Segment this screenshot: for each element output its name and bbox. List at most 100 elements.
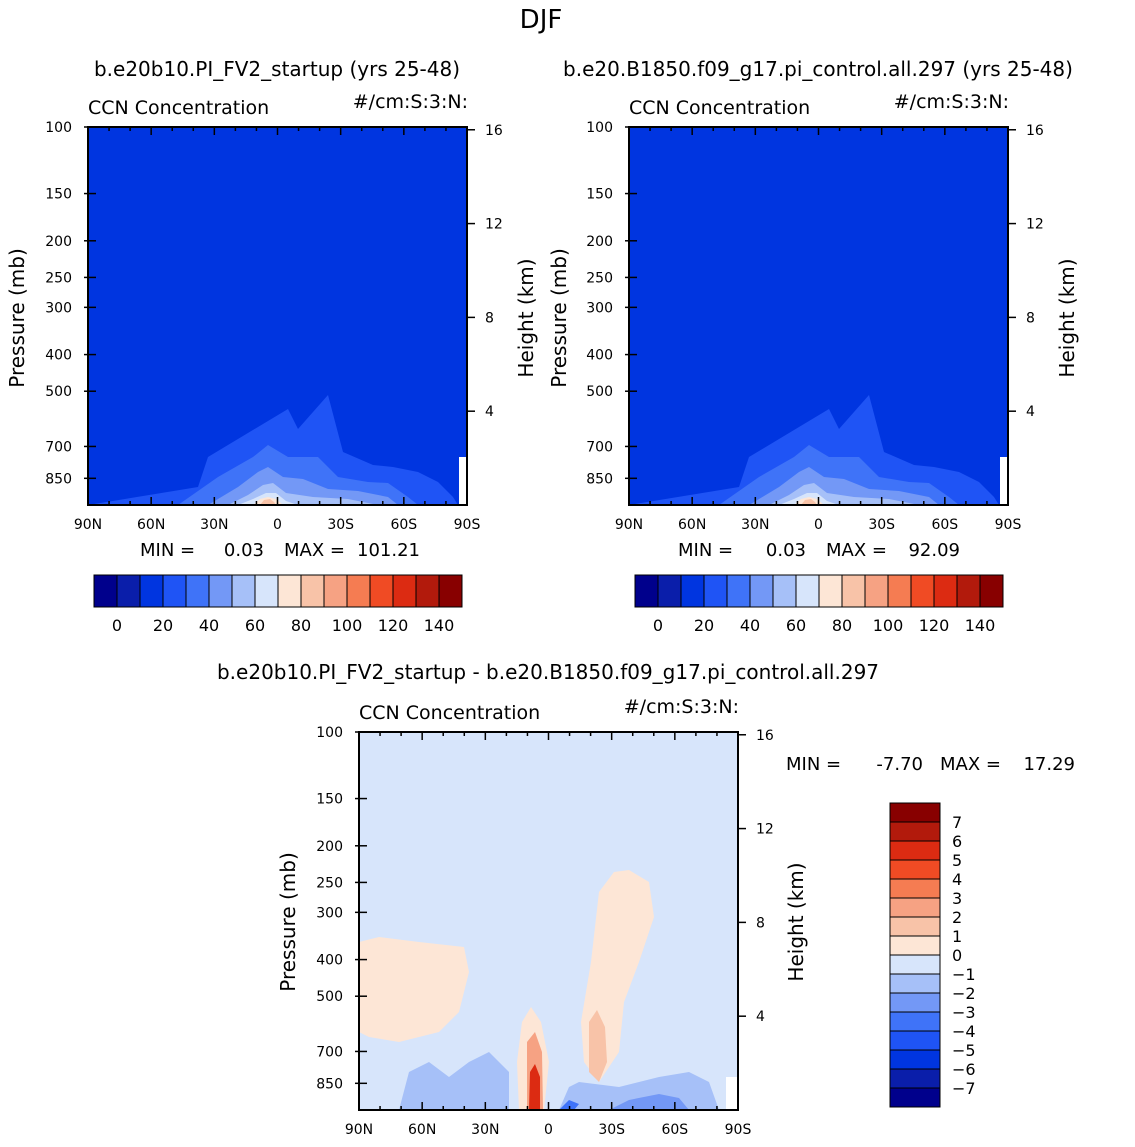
right-colorbar-label-140: 140 bbox=[965, 616, 996, 635]
left-max-value: 101.21 bbox=[357, 540, 420, 561]
diff-colorbar-label-11: −4 bbox=[952, 1022, 976, 1041]
left-colorbar-swatch-0 bbox=[93, 574, 118, 608]
right-xtick-60N: 60N bbox=[678, 517, 706, 533]
left-colorbar-swatch-3 bbox=[162, 574, 187, 608]
diff-units-label: #/cm:S:3:N: bbox=[624, 696, 739, 718]
right-colorbar-swatch-11 bbox=[887, 574, 912, 608]
diff-max-label: MAX = bbox=[940, 754, 1001, 775]
left-colorbar-label-120: 120 bbox=[378, 616, 409, 635]
diff-x-tick-labels: 90N 60N 30N 0 30S 60S 90S bbox=[345, 1122, 752, 1138]
left-colorbar-label-40: 40 bbox=[199, 616, 219, 635]
right-colorbar-swatch-8 bbox=[818, 574, 843, 608]
diff-min-label: MIN = bbox=[786, 754, 841, 775]
right-ytick-200: 200 bbox=[586, 234, 613, 250]
diff-colorbar-swatch-12 bbox=[889, 1030, 941, 1051]
diff-y2-tick-labels: 16 12 8 4 bbox=[756, 728, 774, 1025]
left-xtick-0: 0 bbox=[273, 517, 282, 533]
diff-var-label: CCN Concentration bbox=[359, 702, 540, 724]
diff-ytick-200: 200 bbox=[316, 839, 343, 855]
diff-colorbar-label-7: 0 bbox=[952, 946, 962, 965]
diff-colorbar-label-5: 2 bbox=[952, 908, 962, 927]
diff-colorbar-label-4: 3 bbox=[952, 889, 962, 908]
left-colorbar-swatch-2 bbox=[139, 574, 164, 608]
diff-colorbar-label-13: −6 bbox=[952, 1060, 976, 1079]
diff-ytick-300: 300 bbox=[316, 905, 343, 921]
left-y2tick-12: 12 bbox=[485, 217, 503, 233]
right-colorbar-swatch-3 bbox=[703, 574, 728, 608]
right-xtick-60S: 60S bbox=[931, 517, 958, 533]
diff-y2tick-4: 4 bbox=[756, 1009, 765, 1025]
diff-field-background bbox=[359, 732, 738, 1110]
right-y2-tick-labels: 16 12 8 4 bbox=[1026, 123, 1044, 420]
left-xtick-30S: 30S bbox=[327, 517, 354, 533]
left-colorbar-label-60: 60 bbox=[245, 616, 265, 635]
right-tick-marks bbox=[625, 126, 1016, 505]
left-units-label: #/cm:S:3:N: bbox=[353, 91, 468, 113]
right-colorbar-swatch-1 bbox=[657, 574, 682, 608]
left-colorbar-swatch-13 bbox=[392, 574, 417, 608]
left-plot-field bbox=[88, 127, 467, 505]
right-colorbar-swatch-15 bbox=[979, 574, 1004, 608]
left-xtick-90S: 90S bbox=[454, 517, 481, 533]
diff-xtick-60S: 60S bbox=[661, 1122, 688, 1138]
diff-xtick-30N: 30N bbox=[471, 1122, 499, 1138]
left-colorbar-label-80: 80 bbox=[291, 616, 311, 635]
right-max-value: 92.09 bbox=[908, 540, 960, 561]
right-colorbar-swatch-6 bbox=[772, 574, 797, 608]
diff-contour-band-2 bbox=[589, 1010, 607, 1082]
left-xtick-60S: 60S bbox=[390, 517, 417, 533]
left-ytick-400: 400 bbox=[45, 348, 72, 364]
diff-contour-band-0 bbox=[359, 937, 469, 1042]
diff-y2tick-8: 8 bbox=[756, 915, 765, 931]
left-panel-title: b.e20b10.PI_FV2_startup (yrs 25-48) bbox=[94, 57, 460, 81]
diff-colorbar bbox=[889, 802, 941, 1108]
diff-colorbar-swatch-6 bbox=[889, 916, 941, 937]
left-colorbar-label-0: 0 bbox=[112, 616, 122, 635]
left-colorbar-swatch-6 bbox=[231, 574, 256, 608]
diff-colorbar-label-2: 5 bbox=[952, 851, 962, 870]
diff-contour-band-8 bbox=[609, 1094, 689, 1110]
diff-colorbar-swatch-8 bbox=[889, 954, 941, 975]
right-colorbar-swatch-12 bbox=[910, 574, 935, 608]
diff-ytick-150: 150 bbox=[316, 792, 343, 808]
diff-masked-terrain bbox=[726, 1077, 738, 1110]
diff-xtick-90N: 90N bbox=[345, 1122, 373, 1138]
diff-xtick-60N: 60N bbox=[408, 1122, 436, 1138]
diff-colorbar-swatch-5 bbox=[889, 897, 941, 918]
left-ytick-150: 150 bbox=[45, 187, 72, 203]
right-colorbar-labels: 0 20 40 60 80 100 120 140 bbox=[653, 616, 995, 635]
right-colorbar-label-40: 40 bbox=[740, 616, 760, 635]
right-ytick-400: 400 bbox=[586, 348, 613, 364]
left-xtick-60N: 60N bbox=[137, 517, 165, 533]
left-ytick-500: 500 bbox=[45, 384, 72, 400]
diff-y2tick-16: 16 bbox=[756, 728, 774, 744]
diff-colorbar-swatch-15 bbox=[889, 1087, 941, 1108]
right-colorbar-label-120: 120 bbox=[919, 616, 950, 635]
diff-ytick-250: 250 bbox=[316, 875, 343, 891]
right-xtick-30N: 30N bbox=[741, 517, 769, 533]
diff-colorbar-label-6: 1 bbox=[952, 927, 962, 946]
left-ytick-100: 100 bbox=[45, 120, 72, 136]
diff-xtick-30S: 30S bbox=[598, 1122, 625, 1138]
diff-xtick-0: 0 bbox=[544, 1122, 553, 1138]
right-max-label: MAX = bbox=[826, 540, 887, 561]
diff-colorbar-swatch-11 bbox=[889, 1011, 941, 1032]
diff-colorbar-swatch-10 bbox=[889, 992, 941, 1013]
diff-contour-band-5 bbox=[529, 1064, 540, 1110]
right-y-tick-labels: 100 150 200 250 300 400 500 700 850 bbox=[586, 120, 613, 487]
diff-ytick-500: 500 bbox=[316, 989, 343, 1005]
right-ytick-850: 850 bbox=[586, 471, 613, 487]
diff-ytick-700: 700 bbox=[316, 1044, 343, 1060]
diff-colorbar-swatch-14 bbox=[889, 1068, 941, 1089]
right-colorbar-swatch-4 bbox=[726, 574, 751, 608]
diff-contour-band-9 bbox=[559, 1100, 579, 1110]
right-colorbar-swatch-7 bbox=[795, 574, 820, 608]
right-colorbar-swatch-13 bbox=[933, 574, 958, 608]
diff-contour-band-6 bbox=[399, 1052, 509, 1110]
left-ytick-850: 850 bbox=[45, 471, 72, 487]
left-tick-marks bbox=[84, 126, 475, 505]
right-min-value: 0.03 bbox=[766, 540, 806, 561]
right-masked-terrain bbox=[1000, 457, 1008, 505]
right-y2tick-8: 8 bbox=[1026, 310, 1035, 326]
